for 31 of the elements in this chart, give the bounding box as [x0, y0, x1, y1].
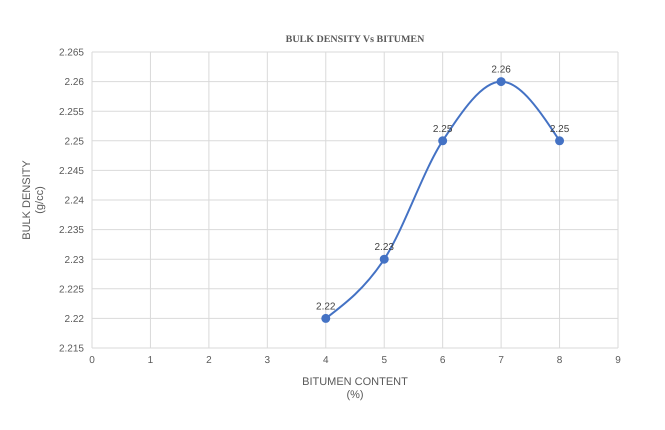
y-tick-label: 2.225	[58, 284, 84, 296]
y-tick-label: 2.24	[64, 196, 84, 207]
x-tick-label: 8	[556, 355, 563, 366]
y-tick-label: 2.245	[58, 166, 84, 177]
point	[496, 77, 506, 86]
point	[380, 254, 389, 264]
x-tick-label: 5	[381, 355, 388, 366]
y-axis-title: BULK DENSITY (g/cc)	[21, 160, 46, 240]
y-tick-label: 2.255	[58, 106, 84, 118]
y-tick-label: 2.235	[58, 225, 84, 236]
y-tick-label: 2.26	[64, 77, 84, 88]
y-tick-label: 2.265	[58, 48, 84, 59]
x-tick-label: 7	[498, 355, 504, 366]
y-tick-label: 2.25	[64, 136, 84, 148]
y-tick-label: 2.22	[64, 314, 84, 325]
point	[438, 136, 448, 146]
y-tick-label: 2.23	[64, 254, 84, 266]
point	[555, 136, 564, 146]
x-tick-label: 6	[440, 355, 446, 366]
x-tick-label: 2	[206, 355, 212, 366]
chart-title: BULK DENSITY Vs BITUMEN	[286, 34, 426, 45]
x-tick-label: 4	[322, 355, 329, 366]
y-tick-label: 2.215	[58, 344, 84, 355]
x-tick-label: 3	[264, 355, 271, 366]
point	[321, 314, 330, 323]
x-tick-label: 0	[89, 355, 96, 366]
data-label: 2.22	[316, 301, 336, 312]
x-tick-label: 1	[148, 355, 154, 366]
x-tick-label: 9	[615, 355, 622, 366]
x-axis-title: BITUMEN CONTENT (%)	[302, 376, 408, 401]
data-label: 2.26	[491, 64, 512, 76]
